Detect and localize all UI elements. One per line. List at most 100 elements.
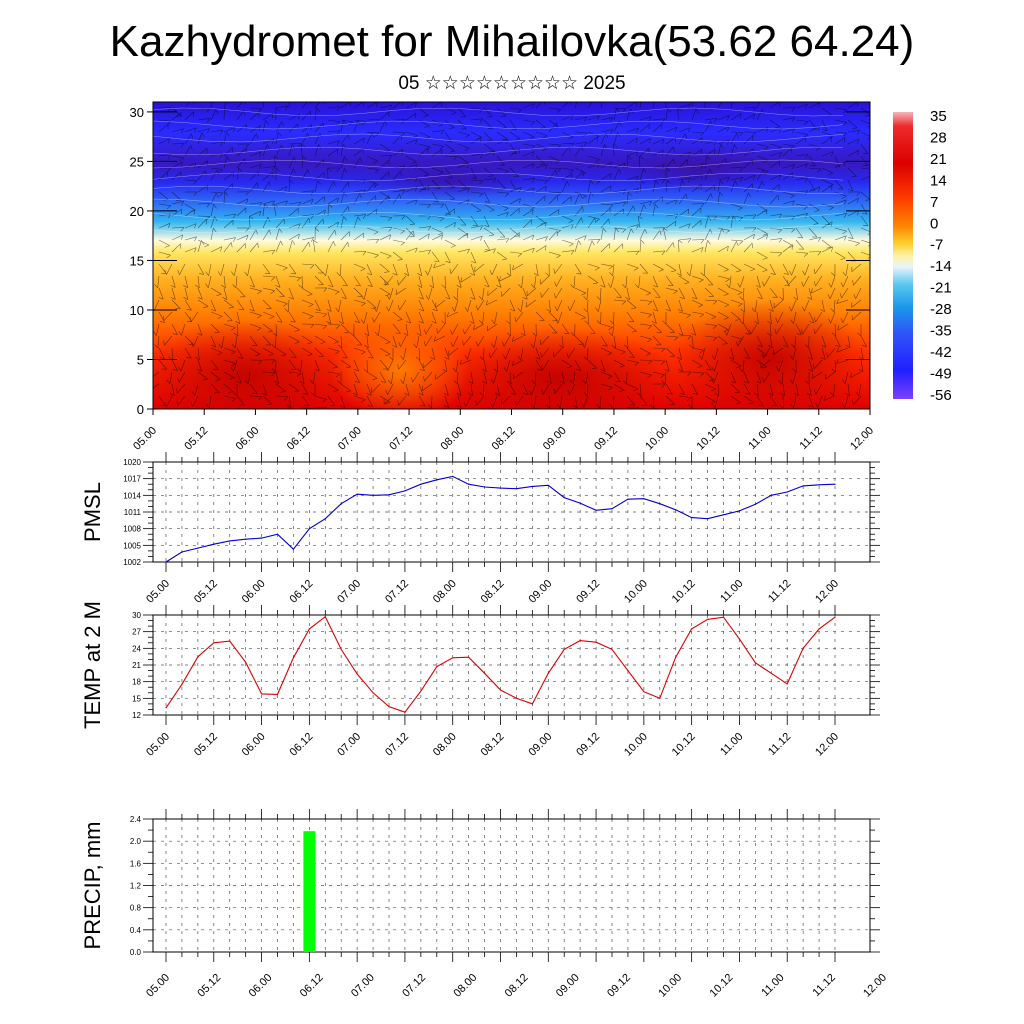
wind-barb <box>301 124 312 133</box>
wind-barb-flag <box>699 349 704 354</box>
wind-barb <box>795 227 804 239</box>
wind-barb <box>574 235 587 241</box>
data-point <box>595 641 597 643</box>
wind-barb-flag <box>623 344 629 349</box>
wind-barb <box>288 168 294 181</box>
wind-barb <box>184 162 197 169</box>
wind-barb-flag <box>540 127 546 129</box>
x-tick-label: 09.00 <box>526 731 554 759</box>
wind-barb <box>652 371 665 376</box>
wind-barb-flag <box>622 284 627 289</box>
wind-barb <box>626 359 639 363</box>
wind-barb <box>678 299 683 312</box>
wind-barb-flag <box>284 105 289 111</box>
wind-barb-flag <box>733 96 736 100</box>
wind-barb-flag <box>595 307 599 312</box>
wind-barb-flag <box>617 132 621 138</box>
wind-barb-flag <box>336 130 341 135</box>
wind-barb-flag <box>400 230 405 234</box>
wind-barb-flag <box>336 149 339 155</box>
wind-barb-flag <box>725 158 727 164</box>
wind-barb <box>769 213 782 217</box>
wind-barb-flag <box>385 415 390 416</box>
wind-barb <box>540 335 550 346</box>
wind-barb <box>639 200 652 205</box>
wind-barb-flag <box>442 368 447 373</box>
wind-barb <box>730 216 734 229</box>
wind-barb <box>665 359 670 372</box>
wind-barb-flag <box>595 159 600 163</box>
wind-barb-flag <box>627 191 632 197</box>
wind-barb <box>756 227 768 235</box>
wind-barb <box>860 359 864 372</box>
wind-barb <box>808 383 812 396</box>
wind-barb <box>262 383 267 396</box>
wind-barb <box>794 335 797 348</box>
wind-barb-flag <box>427 215 432 220</box>
wind-barb <box>821 119 828 131</box>
wind-barb <box>166 263 173 275</box>
y-tick-label: 30 <box>132 611 141 620</box>
wind-barb-flag <box>590 180 594 185</box>
wind-barb-flag <box>197 297 203 300</box>
wind-barb-flag <box>401 102 403 106</box>
wind-barb <box>782 107 796 109</box>
wind-barb-flag <box>473 324 475 330</box>
wind-barb <box>236 407 244 409</box>
wind-barb <box>470 225 483 229</box>
y-tick-label: 1002 <box>123 558 141 567</box>
wind-barb <box>223 132 227 145</box>
wind-barb <box>600 117 613 121</box>
wind-barb <box>470 371 474 384</box>
wind-barb <box>288 143 302 145</box>
wind-barb-flag <box>194 209 196 215</box>
wind-barb-flag <box>303 393 309 395</box>
wind-barb <box>353 263 366 269</box>
wind-barb-flag <box>647 301 653 306</box>
wind-barb <box>795 163 808 169</box>
wind-barb <box>457 275 462 288</box>
wind-barb <box>325 263 329 276</box>
wind-barb-flag <box>479 118 484 123</box>
wind-barb <box>262 371 276 373</box>
wind-barb <box>795 154 808 157</box>
wind-barb-flag <box>813 281 816 287</box>
wind-barb <box>541 347 550 358</box>
data-point <box>468 656 470 658</box>
wind-barb-flag <box>386 255 392 259</box>
wind-barb-flag <box>387 379 392 385</box>
wind-barb <box>171 128 184 133</box>
wind-barb-flag <box>424 125 430 128</box>
wind-barb <box>405 227 415 237</box>
wind-barb-flag <box>418 321 424 324</box>
colorbar-label: -42 <box>930 344 952 361</box>
wind-barb <box>209 395 212 408</box>
wind-barb-flag <box>230 242 233 248</box>
wind-barb <box>392 239 405 243</box>
wind-barb <box>366 227 379 233</box>
wind-barb-flag <box>686 271 691 276</box>
wind-barb-flag <box>522 297 528 300</box>
wind-barb <box>652 395 655 409</box>
wind-barb <box>652 275 658 288</box>
wind-barb-flag <box>661 179 666 184</box>
wind-barb-flag <box>449 150 455 153</box>
wind-barb-flag <box>739 217 744 221</box>
wind-barb <box>569 299 576 312</box>
wind-barb-flag <box>619 365 625 368</box>
wind-barb <box>792 371 797 384</box>
wind-barb-flag <box>783 345 788 348</box>
wind-barb <box>392 311 403 320</box>
wind-barb <box>236 168 240 181</box>
wind-barb-flag <box>271 344 276 349</box>
wind-barb <box>340 347 348 359</box>
wind-barb <box>405 407 407 409</box>
wind-barb <box>834 199 847 205</box>
x-tick-label: 11.00 <box>718 731 745 758</box>
wind-barb-flag <box>827 294 831 300</box>
wind-barb <box>548 230 558 241</box>
wind-barb <box>184 223 197 229</box>
wind-barb-flag <box>322 399 327 403</box>
wind-barb <box>184 247 197 253</box>
wind-barb-flag <box>685 194 688 200</box>
